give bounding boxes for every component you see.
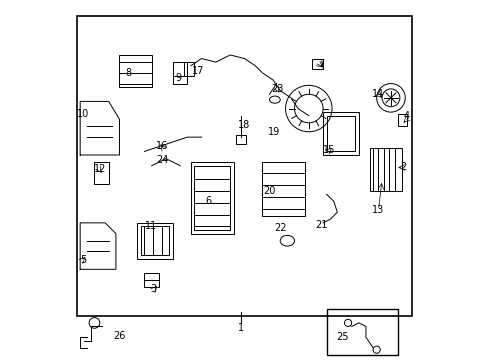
Text: 20: 20 — [263, 186, 275, 196]
Text: 5: 5 — [80, 255, 86, 265]
Bar — [77, 16, 411, 316]
Text: 6: 6 — [205, 197, 211, 206]
Bar — [137, 223, 173, 258]
Text: 7: 7 — [318, 59, 324, 69]
Text: 26: 26 — [113, 331, 125, 341]
Text: 9: 9 — [175, 73, 181, 83]
Text: 1: 1 — [237, 323, 244, 333]
Text: 8: 8 — [125, 68, 131, 78]
Bar — [397, 114, 406, 126]
Bar — [369, 148, 401, 191]
Text: 3: 3 — [150, 284, 156, 294]
Bar — [141, 226, 169, 255]
Bar — [190, 162, 233, 234]
Bar — [262, 162, 305, 216]
Text: 23: 23 — [271, 84, 283, 94]
Bar — [173, 62, 187, 84]
Text: 15: 15 — [322, 145, 335, 155]
Text: 16: 16 — [156, 141, 168, 151]
Bar — [312, 59, 323, 69]
Text: 11: 11 — [144, 221, 157, 231]
Bar — [323, 112, 358, 155]
Text: 17: 17 — [191, 66, 204, 76]
Bar — [326, 116, 354, 152]
Text: 14: 14 — [371, 89, 384, 99]
Bar — [326, 309, 397, 355]
Text: 21: 21 — [314, 220, 327, 230]
Text: 25: 25 — [336, 332, 348, 342]
Text: 22: 22 — [273, 223, 286, 233]
Text: 18: 18 — [238, 120, 250, 130]
Text: 13: 13 — [371, 205, 384, 215]
Bar — [183, 62, 194, 76]
Text: 2: 2 — [400, 162, 406, 172]
Text: 12: 12 — [93, 164, 106, 174]
Bar — [194, 166, 230, 230]
Text: 19: 19 — [267, 127, 279, 137]
Bar — [144, 273, 159, 287]
Text: 24: 24 — [156, 156, 168, 165]
Text: 10: 10 — [77, 109, 89, 119]
Bar — [119, 55, 151, 87]
Bar — [235, 135, 246, 144]
Text: 4: 4 — [403, 111, 409, 121]
